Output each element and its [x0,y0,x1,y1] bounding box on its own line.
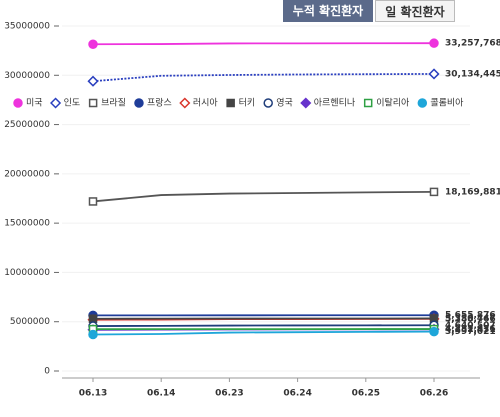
y-tick-label: 30000000 [4,71,50,81]
x-tick-label: 06.14 [147,389,175,399]
legend-marker [179,97,191,109]
legend-label: 브라질 [101,97,126,109]
x-tick-label: 06.24 [283,389,311,399]
marker [429,38,439,48]
series-line [92,42,435,46]
y-tick-label: 20000000 [4,169,50,179]
legend-marker [300,97,312,109]
x-tick-label: 06.13 [79,389,107,399]
series-line [92,73,435,83]
legend-marker [417,98,428,108]
y-tick-label: 0 [44,367,50,377]
legend-marker [134,98,144,108]
legend-marker [263,98,273,108]
legend-label: 미국 [26,98,43,109]
x-tick-label: 06.25 [352,389,380,399]
value-label: 30,134,445 [445,69,500,79]
value-label: 3,997,021 [445,327,496,337]
value-label: 5,655,876 [445,311,496,321]
legend-label: 영국 [276,98,293,109]
marker [88,39,98,49]
legend-marker [50,97,62,109]
legend-marker [13,98,23,108]
legend-label: 이탈리아 [376,98,410,109]
marker [429,187,439,197]
y-tick-label: 35000000 [4,22,50,32]
x-tick-label: 06.23 [215,389,243,399]
legend-marker [88,98,98,108]
series-line [92,190,435,203]
marker [428,68,440,80]
value-label: 4,231,431 [445,325,496,335]
value-label: 33,257,768 [445,39,500,49]
series-line [92,330,435,336]
tab-cumulative[interactable]: 누적 확진환자 [283,0,373,22]
marker [88,314,98,324]
legend-label: 인도 [64,98,81,109]
legend-label: 콜롬비아 [430,98,464,109]
legend-label: 터키 [239,98,256,109]
x-tick-label: 06.26 [420,389,448,399]
marker [429,326,439,337]
value-label: 4,640,507 [445,321,496,331]
marker [88,197,98,206]
value-label: 18,169,881 [445,187,500,197]
y-tick-label: 25000000 [4,120,50,130]
y-tick-label: 10000000 [4,268,50,278]
marker [87,75,99,87]
tab-daily[interactable]: 일 확진환자 [375,0,455,22]
y-tick-label: 5000000 [10,317,50,327]
value-label: 5,288,766 [445,314,496,324]
value-label: 4,252,976 [445,325,496,335]
legend-marker [226,98,235,108]
value-label: 5,330,447 [445,314,496,324]
legend-label: 아르헨티나 [314,97,355,109]
series-line [92,324,435,327]
y-tick-label: 15000000 [4,219,50,229]
legend-marker [363,98,373,108]
marker [88,329,98,340]
legend-label: 러시아 [193,98,219,109]
legend-label: 프랑스 [147,97,172,109]
